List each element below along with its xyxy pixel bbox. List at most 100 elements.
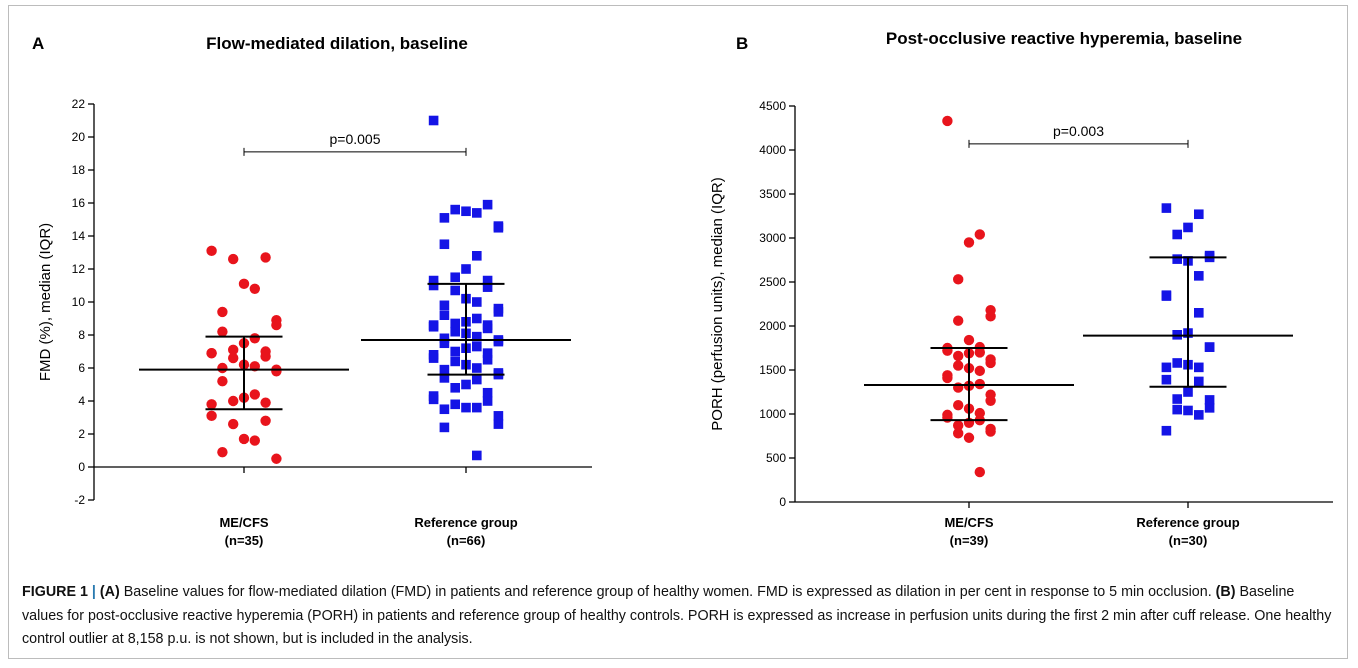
- data-point: [450, 326, 460, 337]
- y-tick-label: 16: [72, 196, 86, 210]
- y-tick-label: 0: [78, 460, 85, 474]
- data-point: [1172, 229, 1182, 240]
- x-category-label: Reference group: [414, 515, 517, 530]
- data-point: [974, 466, 985, 478]
- data-point: [482, 387, 493, 398]
- data-point: [271, 453, 282, 464]
- y-tick-label: 3000: [759, 231, 786, 245]
- data-point: [1183, 222, 1193, 233]
- data-point: [428, 353, 439, 363]
- data-point: [1161, 203, 1172, 213]
- data-point: [482, 275, 493, 286]
- data-point: [260, 351, 271, 362]
- data-point: [428, 394, 439, 405]
- data-point: [1204, 403, 1215, 413]
- data-point: [217, 306, 228, 318]
- data-point: [1172, 404, 1182, 415]
- figure-charts: A Flow-mediated dilation, baseline -2 0 2 4 6 8…: [32, 29, 1333, 548]
- caption-figure-label: FIGURE 1: [22, 584, 88, 600]
- y-tick-label: 2500: [759, 275, 786, 289]
- data-point: [439, 338, 450, 349]
- data-point: [439, 373, 450, 383]
- figure-caption: FIGURE 1 | (A) Baseline values for flow-…: [22, 581, 1338, 652]
- data-point: [985, 357, 996, 369]
- data-point: [942, 115, 953, 127]
- data-point: [953, 274, 964, 285]
- data-point: [1194, 308, 1204, 318]
- x-category-n-label: (n=39): [950, 533, 989, 548]
- data-point: [428, 321, 439, 332]
- data-point: [472, 331, 482, 342]
- data-point: [1161, 362, 1172, 373]
- data-point: [228, 344, 239, 356]
- data-point: [953, 350, 964, 362]
- panel-letter: A: [32, 34, 44, 53]
- data-point: [493, 307, 504, 317]
- data-point: [217, 446, 228, 458]
- data-point: [260, 252, 271, 263]
- data-point: [985, 426, 996, 437]
- data-point: [1172, 358, 1182, 368]
- data-point: [228, 253, 239, 265]
- y-tick-label: 6: [78, 361, 85, 375]
- y-tick-label: 4000: [759, 143, 786, 157]
- data-point: [1194, 362, 1204, 373]
- data-point: [472, 450, 482, 461]
- data-point: [228, 395, 239, 407]
- y-tick-label: 8: [78, 328, 85, 342]
- y-tick-label: 3500: [759, 187, 786, 201]
- panel-a: A Flow-mediated dilation, baseline -2 0 2 4 6 8…: [32, 34, 592, 548]
- data-point: [974, 229, 985, 240]
- data-point: [249, 283, 260, 294]
- data-point: [1194, 376, 1204, 387]
- data-point: [1183, 387, 1193, 397]
- data-point: [963, 432, 975, 443]
- data-point: [217, 326, 228, 337]
- data-point: [493, 411, 504, 421]
- data-point: [461, 264, 471, 274]
- x-category-label: Reference group: [1136, 515, 1239, 530]
- y-tick-label: 1000: [759, 407, 786, 421]
- x-category-label: ME/CFS: [944, 515, 993, 530]
- data-point: [482, 354, 493, 365]
- data-point: [206, 399, 217, 410]
- y-tick-label: 1500: [759, 363, 786, 377]
- data-point: [472, 313, 482, 324]
- data-point: [238, 278, 250, 290]
- data-point: [963, 237, 975, 248]
- data-point: [1161, 425, 1172, 436]
- data-point: [953, 400, 964, 411]
- data-point: [428, 280, 439, 291]
- data-point: [249, 333, 260, 344]
- data-point: [439, 310, 450, 320]
- data-point: [493, 222, 504, 233]
- data-point: [271, 319, 282, 331]
- data-point: [1194, 410, 1204, 420]
- caption-part-b-tag: (B): [1215, 584, 1236, 600]
- data-point: [472, 251, 482, 261]
- data-point: [1204, 395, 1215, 405]
- panel-letter: B: [736, 34, 748, 53]
- x-category-n-label: (n=66): [447, 533, 486, 548]
- data-point: [482, 199, 493, 210]
- chart-title: Flow-mediated dilation, baseline: [206, 34, 468, 53]
- data-point: [228, 352, 239, 364]
- data-point: [953, 420, 964, 431]
- data-point: [985, 395, 996, 406]
- data-point: [428, 115, 439, 126]
- data-point: [974, 365, 985, 377]
- data-point: [260, 415, 271, 426]
- x-category-n-label: (n=30): [1169, 533, 1208, 548]
- data-point: [1204, 342, 1215, 352]
- data-point: [493, 336, 504, 347]
- y-tick-label: 2000: [759, 319, 786, 333]
- data-point: [472, 374, 482, 385]
- data-point: [439, 300, 450, 311]
- data-point: [953, 360, 964, 371]
- caption-part-b-text: Baseline values for post-occlusive react…: [22, 584, 1332, 647]
- data-point: [963, 334, 975, 346]
- data-point: [461, 206, 471, 217]
- caption-part-a-text: Baseline values for flow-mediated dilati…: [123, 584, 1212, 600]
- data-point: [1161, 291, 1172, 301]
- y-axis-title: FMD (%), median (IQR): [37, 223, 54, 381]
